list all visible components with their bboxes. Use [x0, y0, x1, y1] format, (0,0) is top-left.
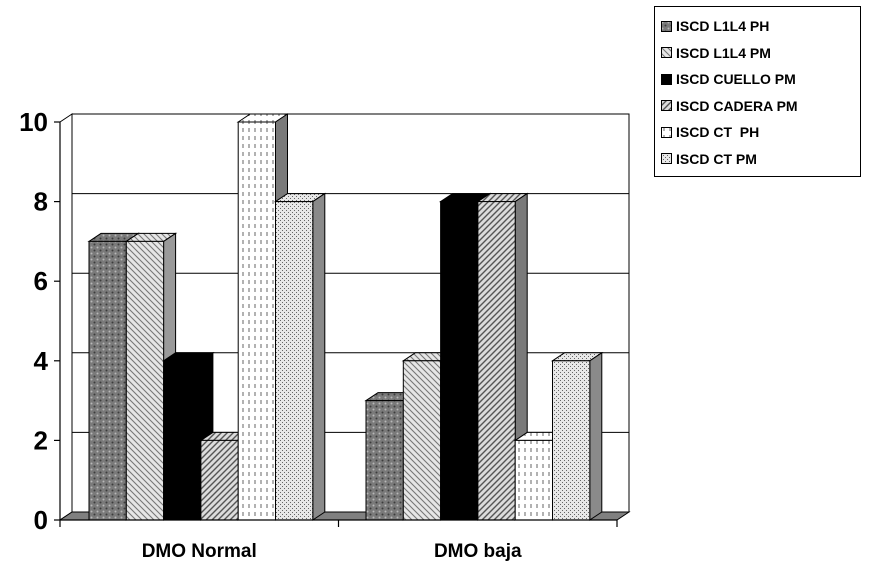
y-tick-label: 0	[34, 505, 48, 535]
bar-side	[312, 192, 326, 521]
legend-swatch	[661, 73, 672, 85]
bar-front	[275, 201, 314, 521]
bar-front	[440, 201, 479, 521]
bar-side	[589, 351, 603, 521]
legend-swatch	[661, 20, 672, 32]
legend-swatch	[661, 126, 672, 138]
bar-front	[237, 121, 276, 521]
bar-front	[163, 360, 202, 521]
bar	[550, 351, 604, 521]
y-tick-label: 10	[19, 107, 48, 137]
legend-item: ISCD CADERA PM	[661, 93, 860, 120]
bar-front	[477, 201, 516, 521]
y-tick-label: 6	[34, 266, 48, 296]
legend-swatch	[661, 153, 672, 165]
bar	[273, 192, 327, 521]
legend-label: ISCD CT PH	[676, 124, 760, 141]
y-tick-label: 8	[34, 187, 48, 217]
x-category-label: DMO Normal	[142, 541, 257, 562]
legend-item: ISCD CT PH	[661, 119, 860, 146]
bar-front	[402, 360, 442, 521]
legend-label: ISCD L1L4 PM	[676, 44, 771, 61]
x-category-label: DMO baja	[434, 541, 522, 562]
bar-front	[514, 439, 554, 521]
plot-side-wall	[59, 113, 73, 521]
legend-label: ISCD CADERA PM	[676, 97, 798, 114]
legend-label: ISCD L1L4 PH	[676, 18, 770, 35]
bar-front	[200, 439, 239, 521]
bar-front	[88, 240, 127, 521]
y-tick-label: 4	[34, 346, 49, 376]
bar-front	[365, 400, 404, 521]
legend-label: ISCD CT PM	[676, 150, 757, 167]
legend: ISCD L1L4 PH ISCD L1L4 PM ISCD CUELLO PM IS…	[654, 6, 861, 177]
legend-swatch	[661, 47, 672, 59]
bar-front	[125, 240, 165, 521]
legend-swatch	[661, 100, 672, 112]
y-tick-label: 2	[34, 425, 48, 455]
legend-item: ISCD CT PM	[661, 146, 860, 173]
legend-item: ISCD CUELLO PM	[661, 66, 860, 93]
legend-item: ISCD L1L4 PH	[661, 13, 860, 40]
bar-front	[552, 360, 591, 521]
legend-item: ISCD L1L4 PM	[661, 40, 860, 67]
legend-label: ISCD CUELLO PM	[676, 71, 796, 88]
